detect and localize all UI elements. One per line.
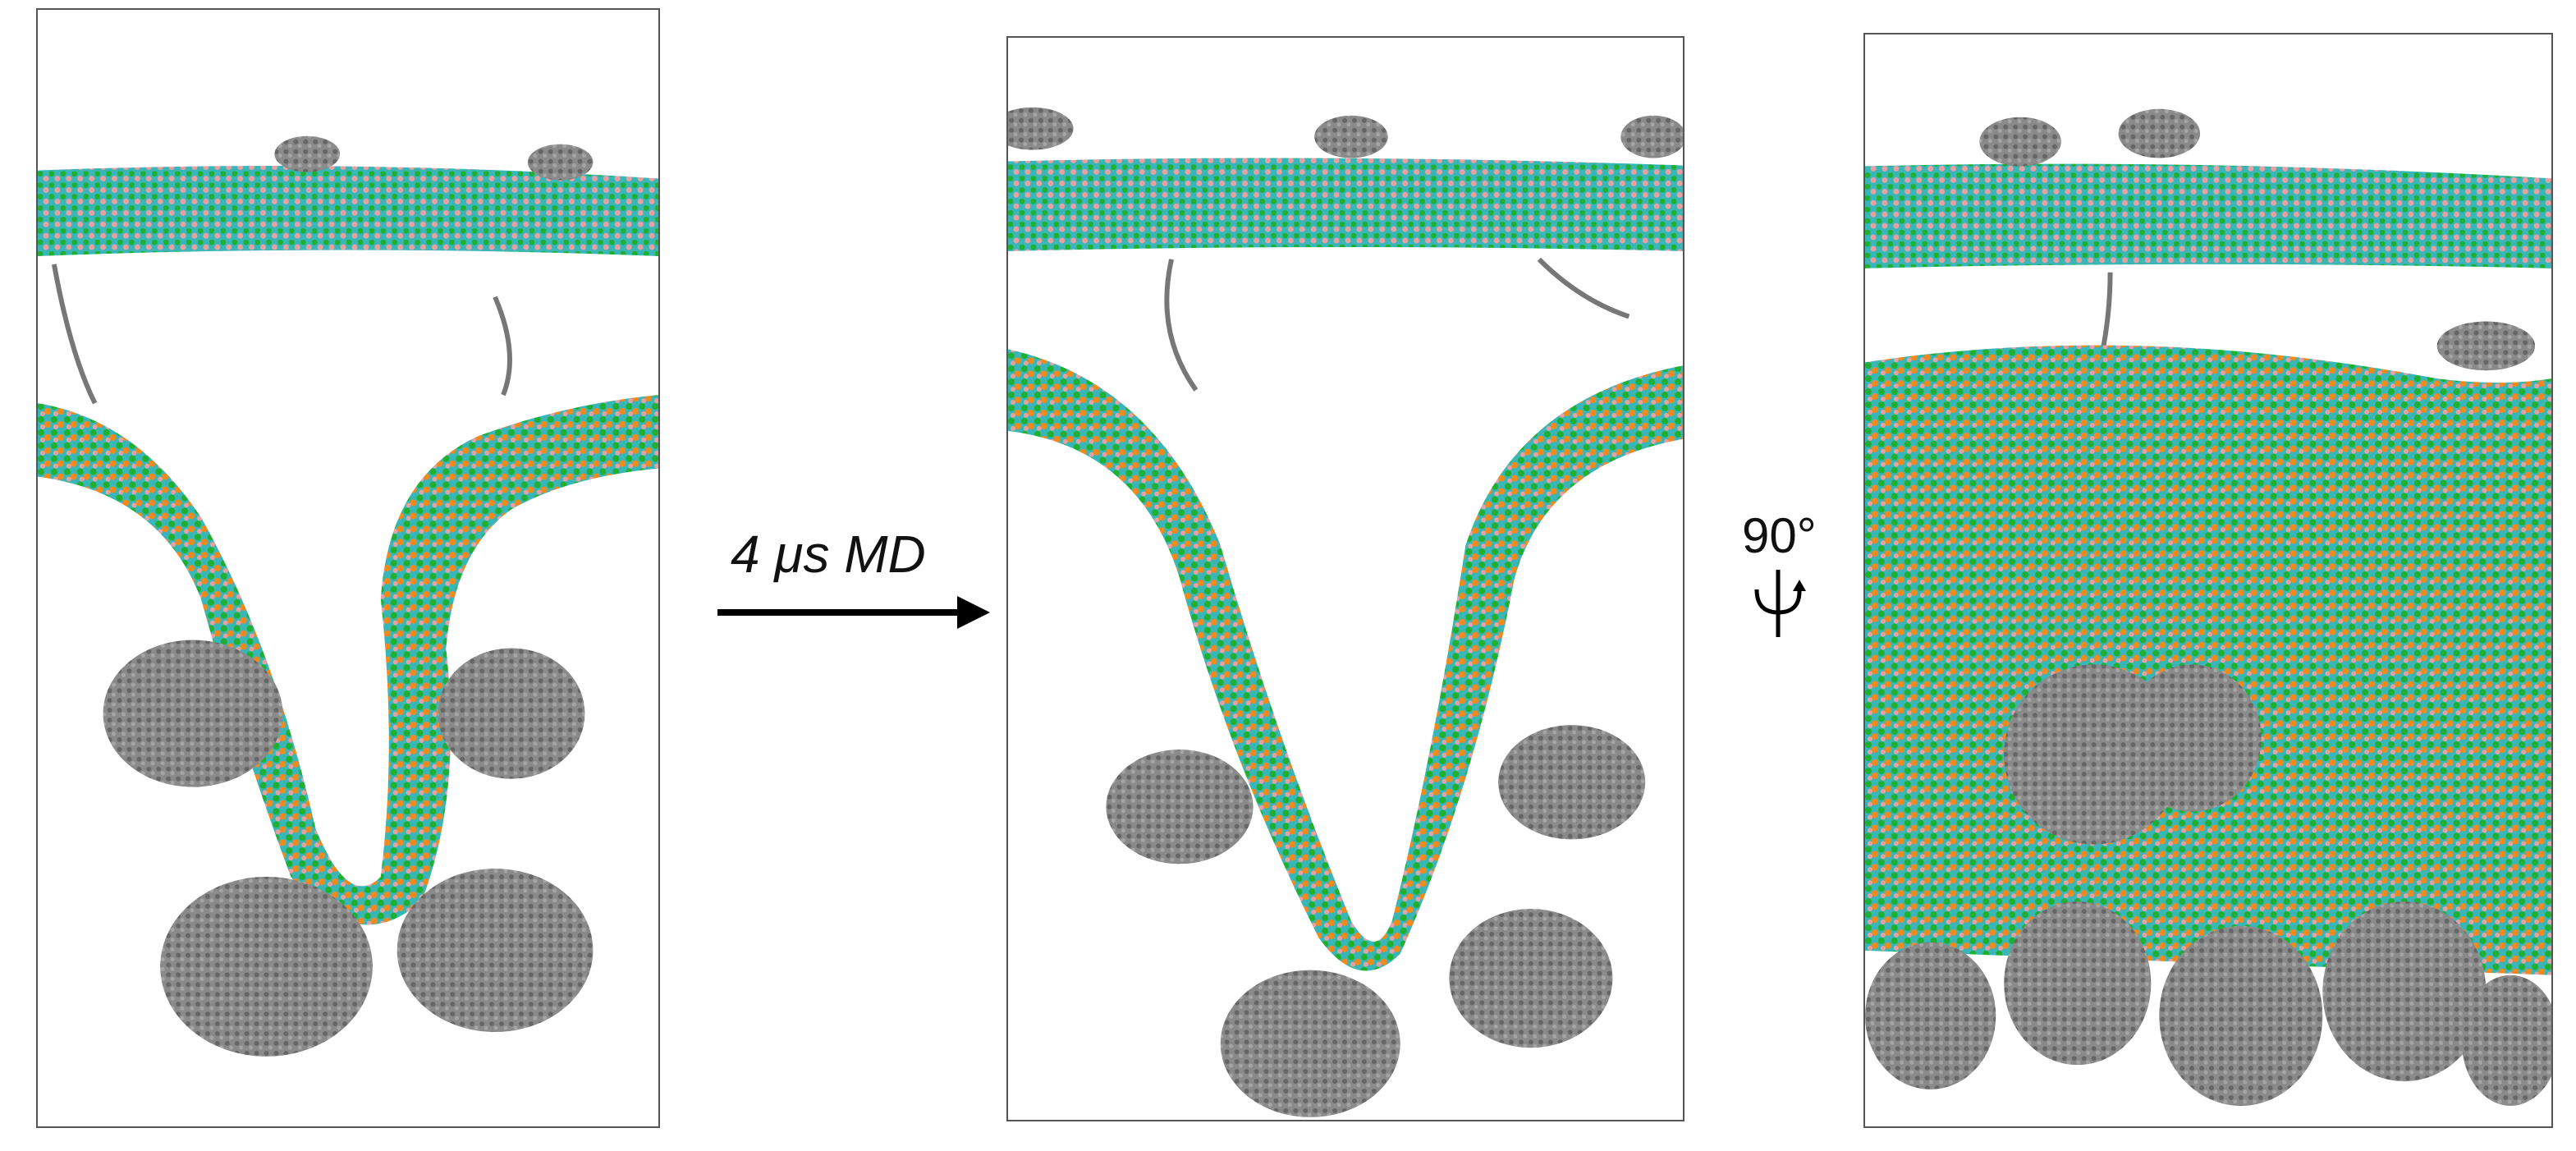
initial-state-render	[38, 135, 658, 1057]
rotated-view-render	[1865, 108, 2551, 1106]
top-membrane	[1865, 163, 2551, 268]
face-on-membrane	[1865, 345, 2551, 975]
curved-bilayer	[38, 395, 658, 925]
panel-initial-state	[36, 8, 660, 1128]
arrow-right-icon	[717, 596, 990, 629]
top-membrane	[38, 165, 658, 257]
rotation-angle-label: 90°	[1742, 508, 1817, 563]
panel-rotated-view	[1863, 33, 2553, 1128]
top-membrane	[1008, 158, 1683, 251]
rotation-axis-icon	[1754, 570, 1806, 637]
panel-after-md	[1006, 36, 1684, 1121]
md-duration-label: 4 μs MD	[731, 525, 926, 584]
after-md-render	[1008, 107, 1683, 1117]
curved-bilayer	[1008, 349, 1683, 971]
